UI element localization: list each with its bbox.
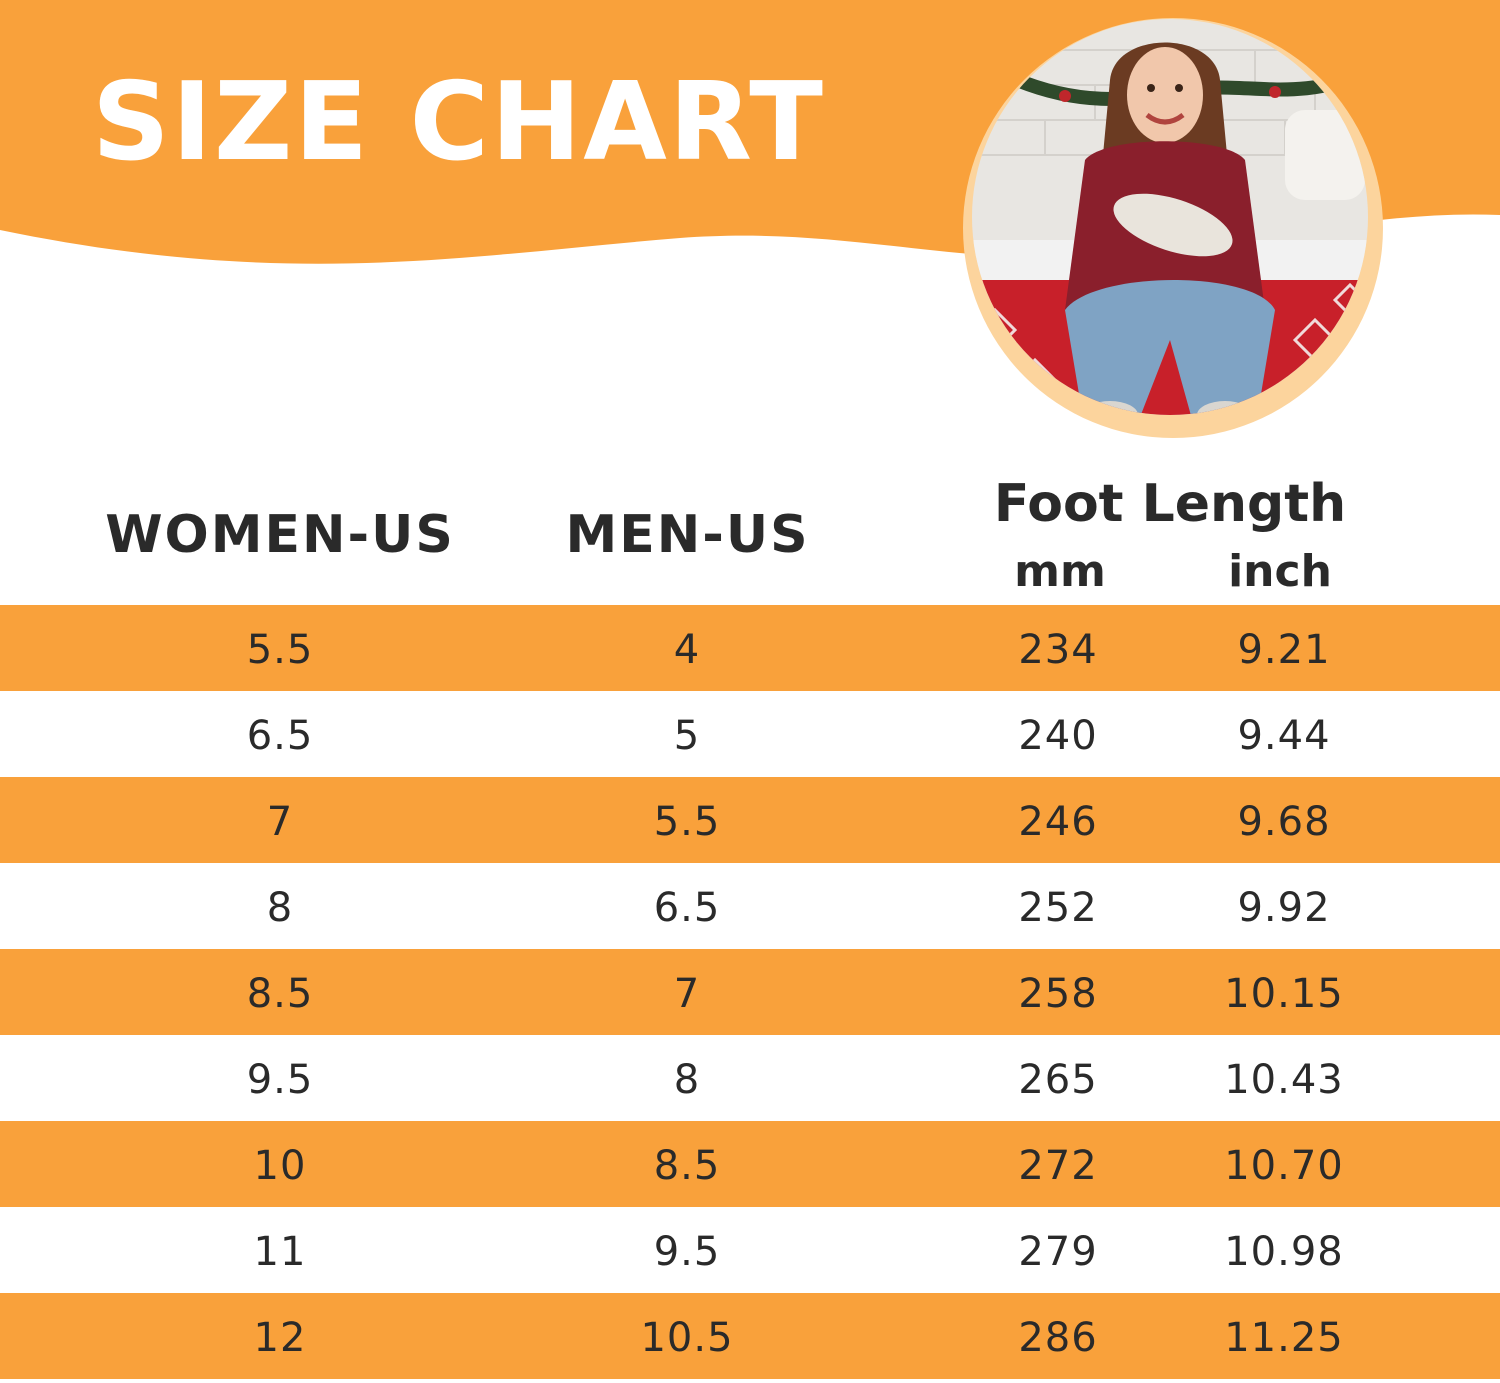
header-foot-length: Foot Length [993,474,1347,534]
cell-mm: 279 [1018,1229,1098,1275]
cell-inch: 10.43 [1224,1057,1344,1103]
size-table: 5.5 4 234 9.21 6.5 5 240 9.44 7 5.5 246 … [0,605,1500,1379]
cell-men-us: 8.5 [653,1143,721,1189]
table-row: 7 5.5 246 9.68 [0,777,1500,863]
table-row: 8 6.5 252 9.92 [0,863,1500,949]
cell-mm: 234 [1018,627,1098,673]
table-row: 5.5 4 234 9.21 [0,605,1500,691]
cell-inch: 11.25 [1224,1315,1344,1361]
cell-women-us: 8 [266,885,294,931]
table-row: 6.5 5 240 9.44 [0,691,1500,777]
page-title: SIZE CHART [92,60,825,185]
cell-mm: 286 [1018,1315,1098,1361]
cell-inch: 9.92 [1237,885,1331,931]
cell-women-us: 7 [266,799,294,845]
cell-men-us: 8 [673,1057,701,1103]
header-mm: mm [1014,546,1106,597]
cell-men-us: 9.5 [653,1229,721,1275]
header-inch: inch [1228,546,1332,597]
cell-mm: 272 [1018,1143,1098,1189]
cell-inch: 10.15 [1224,971,1344,1017]
cell-mm: 258 [1018,971,1098,1017]
table-row: 11 9.5 279 10.98 [0,1207,1500,1293]
cell-men-us: 7 [673,971,701,1017]
cell-inch: 10.70 [1224,1143,1344,1189]
cell-women-us: 9.5 [246,1057,314,1103]
cell-men-us: 5.5 [653,799,721,845]
cell-inch: 10.98 [1224,1229,1344,1275]
cell-mm: 246 [1018,799,1098,845]
cell-inch: 9.44 [1237,713,1331,759]
cell-women-us: 11 [253,1229,307,1275]
header-women-us: WOMEN-US [105,505,455,565]
cell-men-us: 5 [673,713,701,759]
cell-mm: 265 [1018,1057,1098,1103]
table-row: 8.5 7 258 10.15 [0,949,1500,1035]
cell-mm: 240 [1018,713,1098,759]
cell-inch: 9.68 [1237,799,1331,845]
cell-women-us: 6.5 [246,713,314,759]
cell-women-us: 5.5 [246,627,314,673]
cell-men-us: 6.5 [653,885,721,931]
cell-men-us: 4 [673,627,701,673]
model-photo [963,18,1383,438]
cell-women-us: 8.5 [246,971,314,1017]
cell-women-us: 10 [253,1143,307,1189]
table-row: 10 8.5 272 10.70 [0,1121,1500,1207]
cell-men-us: 10.5 [640,1315,734,1361]
header-men-us: MEN-US [565,505,810,565]
table-row: 9.5 8 265 10.43 [0,1035,1500,1121]
cell-inch: 9.21 [1237,627,1331,673]
cell-mm: 252 [1018,885,1098,931]
table-row: 12 10.5 286 11.25 [0,1293,1500,1379]
cell-women-us: 12 [253,1315,307,1361]
